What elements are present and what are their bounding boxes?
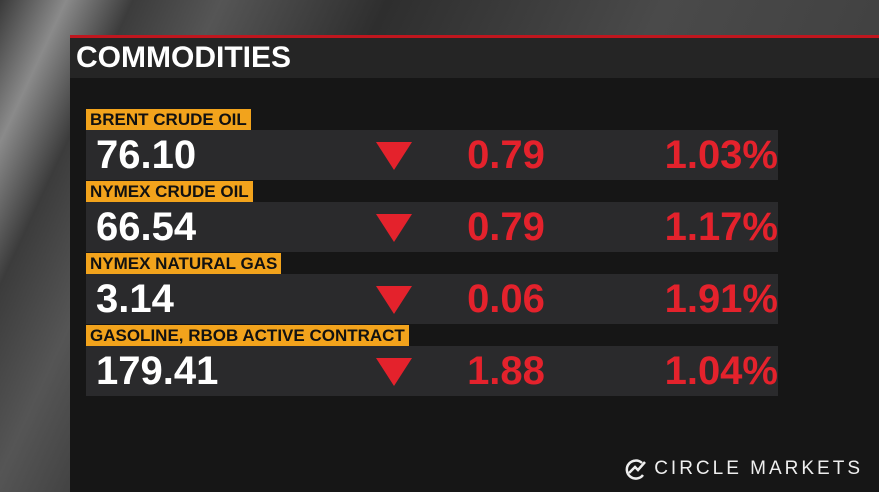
down-arrow [376,286,412,319]
panel: COMMODITIES BRENT CRUDE OIL 76.10 0.79 1.03… [70,35,879,492]
down-arrow [376,358,412,391]
commodity-name: NYMEX CRUDE OIL [86,181,253,202]
logo: CIRCLE MARKETS [622,458,863,480]
change: 1.88 [467,349,545,393]
row: 76.10 0.79 1.03% [86,130,778,180]
row: 3.14 0.06 1.91% [86,274,778,324]
price: 76.10 [96,133,197,177]
percent-change: 1.17% [664,205,778,249]
change: 0.79 [467,205,545,249]
change: 0.06 [467,277,545,321]
commodity-name: BRENT CRUDE OIL [86,109,251,130]
row: 179.41 1.88 1.04% [86,346,778,396]
logo-icon [625,459,647,480]
commodity-name: GASOLINE, RBOB ACTIVE CONTRACT [86,325,409,346]
percent-change: 1.04% [664,349,778,393]
price: 66.54 [96,205,197,249]
percent-change: 1.91% [664,277,778,321]
row: 66.54 0.79 1.17% [86,202,778,252]
down-arrow [376,142,412,175]
down-arrow [376,214,412,247]
change: 0.79 [467,133,545,177]
logo-text: CIRCLE MARKETS [654,458,863,479]
commodity-name: NYMEX NATURAL GAS [86,253,282,274]
price: 3.14 [96,277,174,321]
title: COMMODITIES [70,38,879,78]
price: 179.41 [96,349,219,393]
percent-change: 1.03% [664,133,778,177]
